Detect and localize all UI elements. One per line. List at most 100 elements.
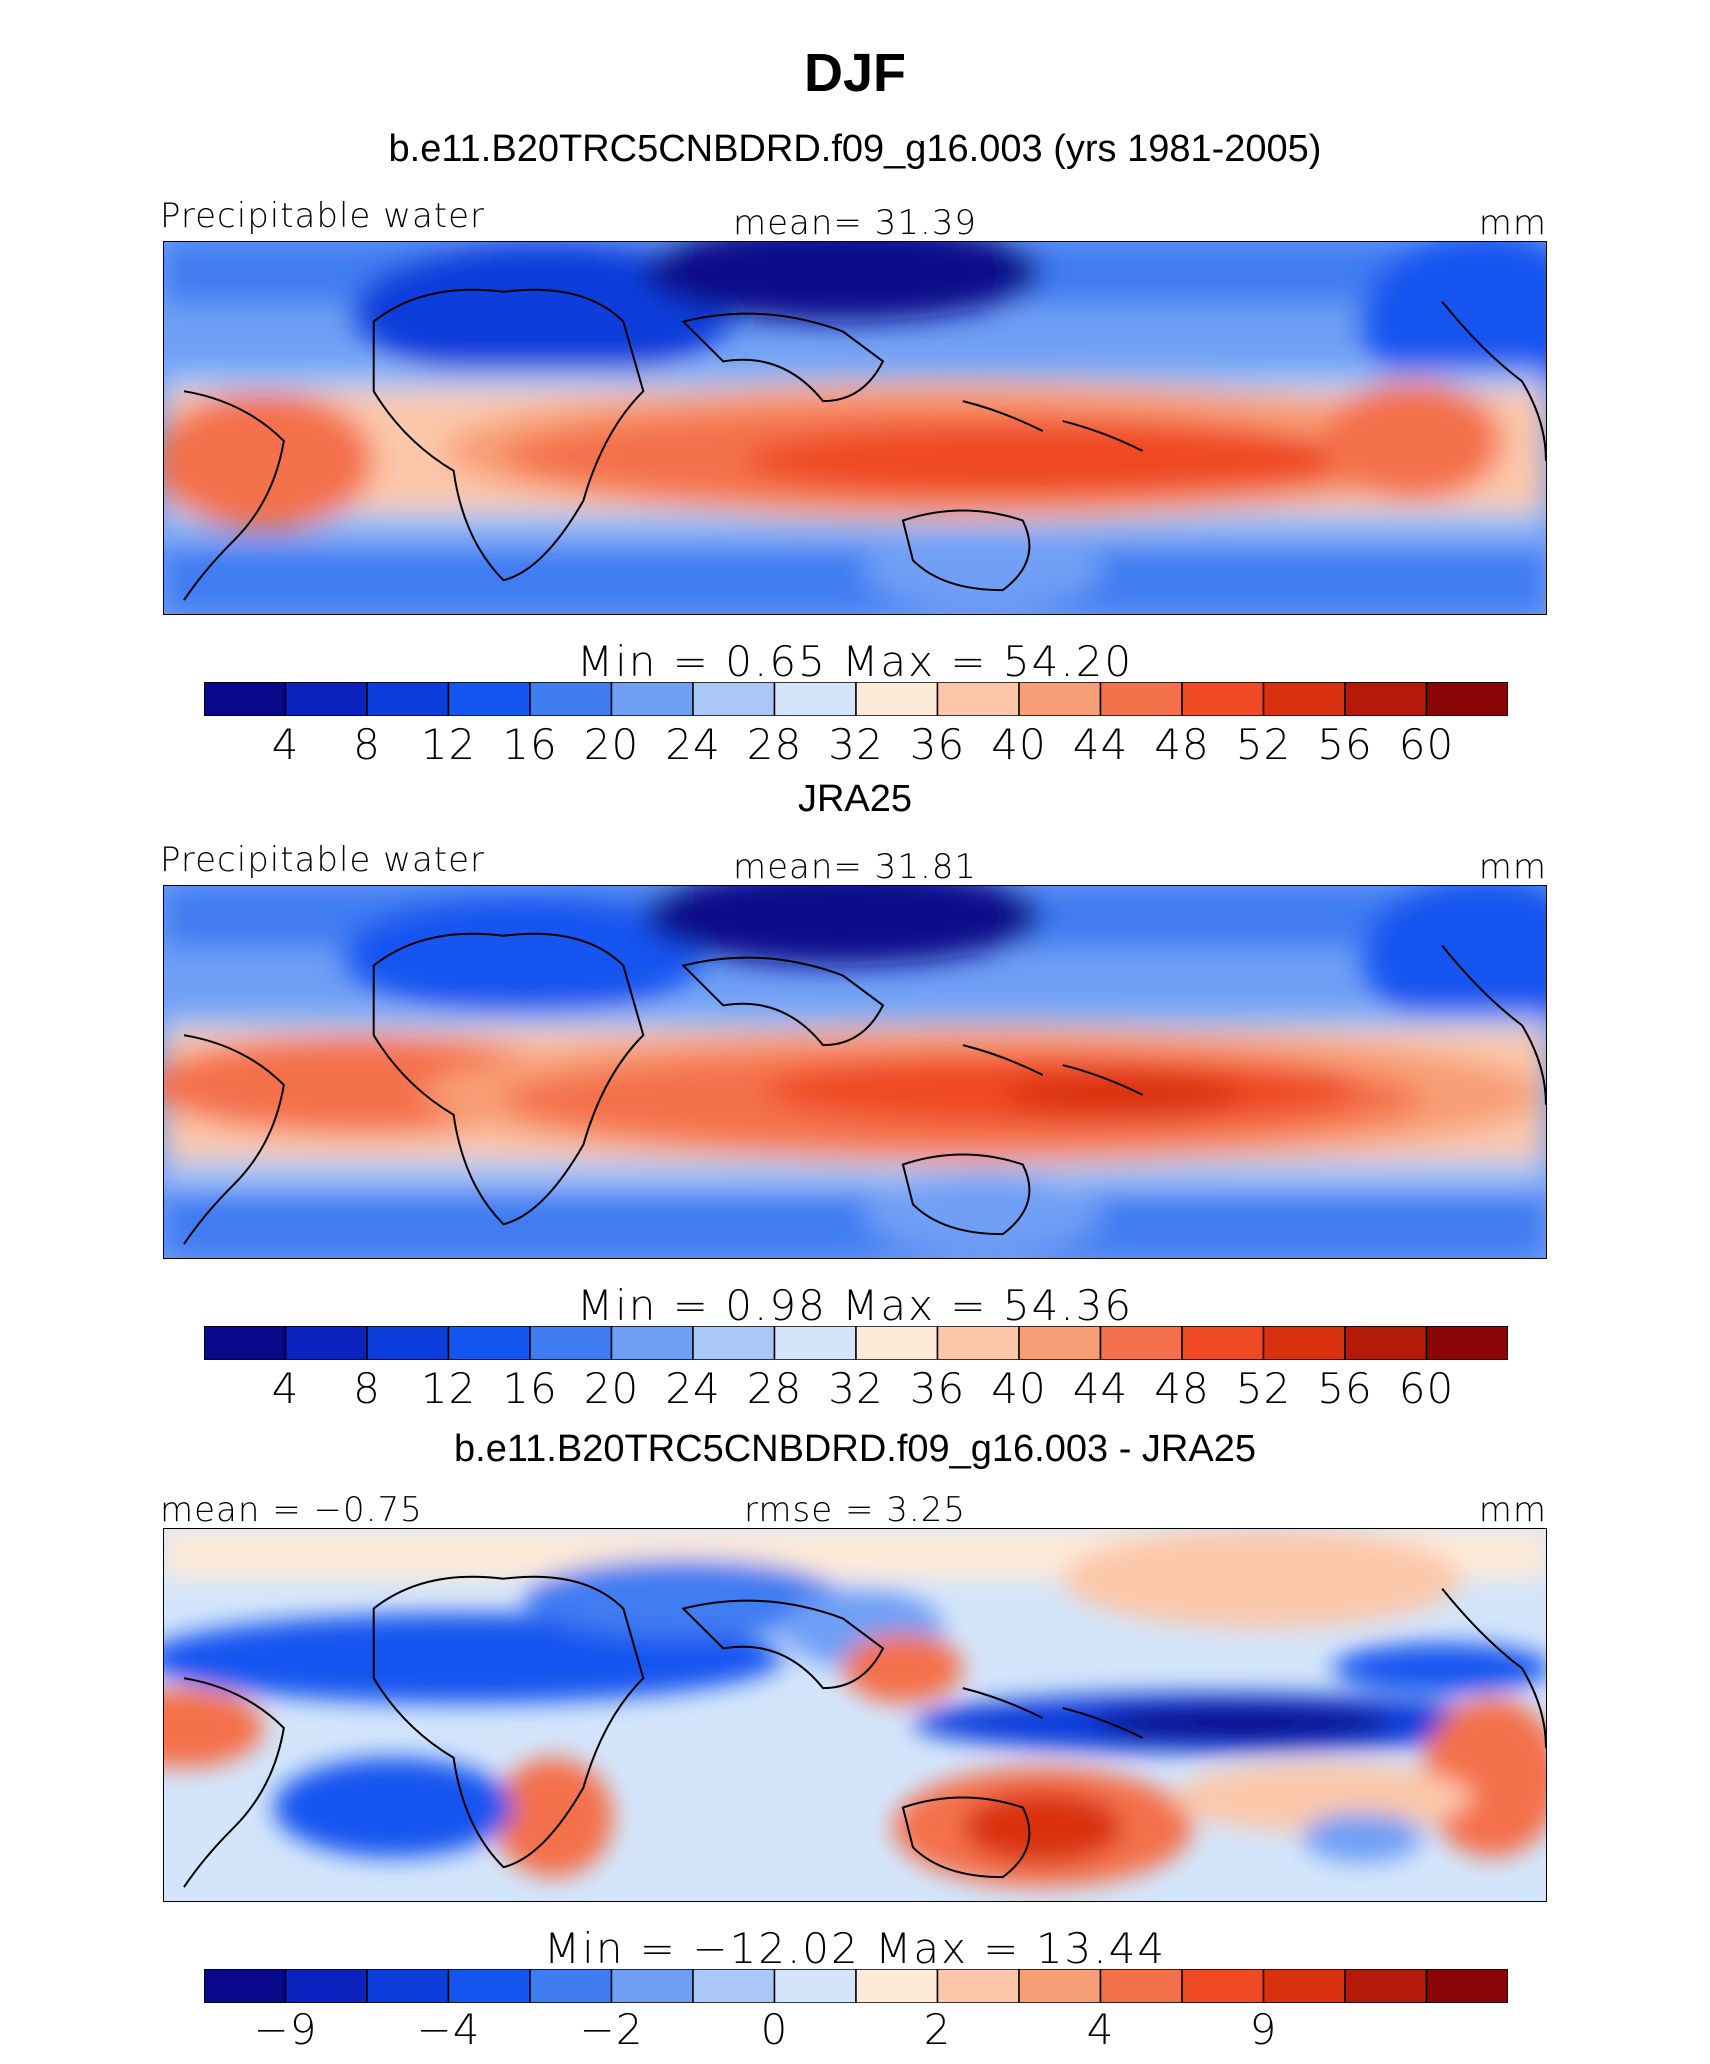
colorbar-box <box>610 1969 694 2003</box>
colorbar-box <box>1018 1326 1102 1360</box>
colorbar-box <box>1425 682 1508 716</box>
colorbar-tick-label: 2 <box>923 2005 952 2054</box>
colorbar-tick-label: −4 <box>416 2005 481 2054</box>
colorbar-box <box>529 1969 613 2003</box>
colorbar-tick-label: 20 <box>583 720 640 769</box>
colorbar-tick-label: 8 <box>353 720 381 769</box>
colorbar-box <box>529 682 613 716</box>
panel2-colorbar <box>204 1326 1508 1360</box>
panel3-unit-label: mm <box>1478 1490 1547 1530</box>
colorbar-tick-label: 12 <box>420 720 477 769</box>
colorbar-box <box>1262 682 1346 716</box>
colorbar-box <box>773 682 857 716</box>
colorbar-box <box>610 1326 694 1360</box>
colorbar-box <box>692 1969 776 2003</box>
colorbar-tick-label: 28 <box>746 1364 803 1413</box>
colorbar-tick-label: 44 <box>1072 1364 1129 1413</box>
colorbar-tick-label: 16 <box>502 720 558 769</box>
panel3-map <box>163 1528 1547 1902</box>
colorbar-tick-label: 44 <box>1072 720 1129 769</box>
panel2-minmax: Min = 0.98 Max = 54.36 <box>576 1281 1134 1330</box>
colorbar-box <box>936 1326 1020 1360</box>
colorbar-box <box>366 682 450 716</box>
panel3-colorbar <box>204 1969 1508 2003</box>
panel2-unit-label: mm <box>1478 847 1547 887</box>
colorbar-tick-label: −9 <box>253 2005 318 2054</box>
panel1-mean-label: mean= 31.39 <box>732 203 978 243</box>
panel1-colorbar <box>204 682 1508 716</box>
colorbar-box <box>692 682 776 716</box>
panel1-variable-label: Precipitable water <box>160 196 486 236</box>
colorbar-box <box>1262 1326 1346 1360</box>
panel3-minmax: Min = −12.02 Max = 13.44 <box>543 1924 1167 1973</box>
colorbar-box <box>204 1326 287 1360</box>
colorbar-tick-label: 4 <box>271 720 300 769</box>
colorbar-tick-label: 40 <box>991 720 1047 769</box>
colorbar-tick-label: 24 <box>665 720 721 769</box>
colorbar-box <box>366 1326 450 1360</box>
colorbar-box <box>1262 1969 1346 2003</box>
panel1-unit-label: mm <box>1478 203 1547 243</box>
panel2-subtitle: JRA25 <box>797 778 913 820</box>
panel3-mean-label: mean = −0.75 <box>160 1490 423 1530</box>
colorbar-tick-label: 52 <box>1235 720 1292 769</box>
colorbar-box <box>284 1326 368 1360</box>
colorbar-tick-label: 16 <box>502 1364 558 1413</box>
colorbar-tick-label: 36 <box>909 720 966 769</box>
panel2-map-field <box>164 886 1546 1258</box>
colorbar-box <box>1018 682 1102 716</box>
panel1-subtitle: b.e11.B20TRC5CNBDRD.f09_g16.003 (yrs 198… <box>388 128 1322 170</box>
colorbar-tick-label: 56 <box>1317 720 1373 769</box>
colorbar-box <box>204 1969 287 2003</box>
colorbar-box <box>1425 1326 1508 1360</box>
colorbar-box <box>1344 682 1428 716</box>
panel3-map-field <box>164 1529 1546 1901</box>
colorbar-box <box>855 1969 939 2003</box>
panel3-subtitle: b.e11.B20TRC5CNBDRD.f09_g16.003 - JRA25 <box>454 1428 1256 1470</box>
colorbar-tick-label: 0 <box>760 2005 789 2054</box>
panel1-map <box>163 241 1547 615</box>
colorbar-box <box>1181 1969 1265 2003</box>
panel2-variable-label: Precipitable water <box>160 840 486 880</box>
colorbar-tick-label: 20 <box>583 1364 640 1413</box>
colorbar-box <box>936 682 1020 716</box>
colorbar-tick-label: 60 <box>1398 720 1455 769</box>
panel1-map-field <box>164 242 1546 614</box>
colorbar-tick-label: 36 <box>909 1364 966 1413</box>
colorbar-box <box>1181 1326 1265 1360</box>
panel2-mean-label: mean= 31.81 <box>732 847 978 887</box>
colorbar-tick-label: 40 <box>991 1364 1047 1413</box>
colorbar-box <box>1099 1969 1183 2003</box>
panel2-map <box>163 885 1547 1259</box>
colorbar-box <box>1099 682 1183 716</box>
colorbar-tick-label: 12 <box>420 1364 477 1413</box>
colorbar-tick-label: 48 <box>1154 1364 1210 1413</box>
colorbar-tick-label: 9 <box>1249 2005 1278 2054</box>
colorbar-box <box>610 682 694 716</box>
colorbar-box <box>773 1326 857 1360</box>
colorbar-tick-label: 8 <box>353 1364 381 1413</box>
colorbar-box <box>1099 1326 1183 1360</box>
colorbar-box <box>284 682 368 716</box>
colorbar-tick-label: 52 <box>1235 1364 1292 1413</box>
colorbar-tick-label: 48 <box>1154 720 1210 769</box>
colorbar-tick-label: −2 <box>579 2005 644 2054</box>
colorbar-box <box>1181 682 1265 716</box>
colorbar-tick-label: 4 <box>1086 2005 1115 2054</box>
colorbar-tick-label: 56 <box>1317 1364 1373 1413</box>
colorbar-box <box>936 1969 1020 2003</box>
colorbar-box <box>447 1969 531 2003</box>
colorbar-box <box>447 682 531 716</box>
colorbar-box <box>855 682 939 716</box>
colorbar-box <box>447 1326 531 1360</box>
colorbar-box <box>1018 1969 1102 2003</box>
colorbar-tick-label: 32 <box>828 1364 884 1413</box>
colorbar-tick-label: 32 <box>828 720 884 769</box>
panel1-minmax: Min = 0.65 Max = 54.20 <box>576 637 1134 686</box>
colorbar-tick-label: 24 <box>665 1364 721 1413</box>
colorbar-box <box>855 1326 939 1360</box>
colorbar-box <box>1425 1969 1508 2003</box>
colorbar-box <box>773 1969 857 2003</box>
colorbar-tick-label: 60 <box>1398 1364 1455 1413</box>
colorbar-box <box>204 682 287 716</box>
